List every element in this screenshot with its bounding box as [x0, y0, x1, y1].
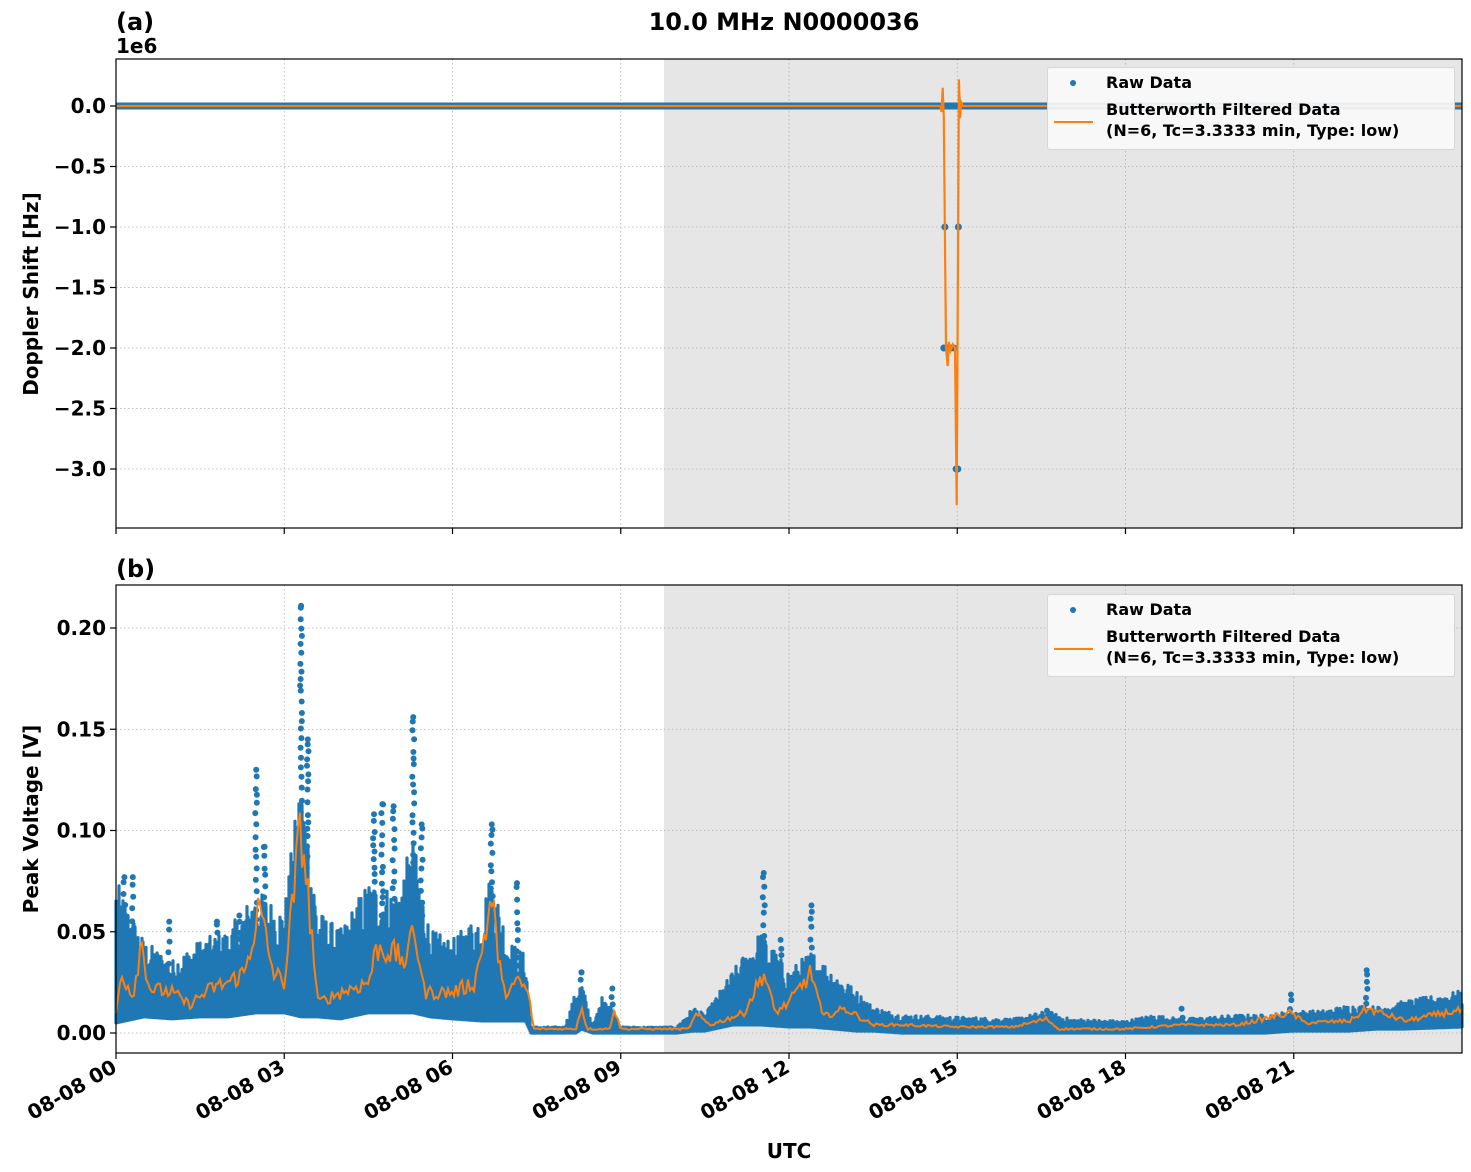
y-tick-label: −0.5 — [54, 155, 106, 179]
legend-filtered-label-line2: (N=6, Tc=3.3333 min, Type: low) — [1106, 121, 1400, 140]
panel-b-y-ticks: 0.00 0.05 0.10 0.15 0.20 — [57, 616, 116, 1045]
panel-b-legend: Raw Data Butterworth Filtered Data (N=6,… — [1047, 594, 1455, 677]
y-tick-label: −2.5 — [54, 397, 106, 421]
y-tick-label: −1.5 — [54, 276, 106, 300]
y-tick-label: 0.10 — [57, 819, 106, 843]
x-tick-label: 08-08 00 — [23, 1055, 121, 1125]
y-tick-label: 0.00 — [57, 1021, 106, 1045]
panel-a-label: (a) — [116, 8, 154, 36]
raw-data-marker-icon — [1070, 607, 1076, 613]
x-tick-label: 08-08 03 — [191, 1055, 289, 1125]
y-tick-label: 0.15 — [57, 717, 106, 741]
x-tick-label: 08-08 21 — [1201, 1055, 1299, 1125]
raw-data-marker-icon — [1070, 80, 1076, 86]
legend-raw-label: Raw Data — [1106, 73, 1192, 92]
y-tick-label: 0.20 — [57, 616, 106, 640]
legend-filtered-label-line1: Butterworth Filtered Data — [1106, 627, 1341, 646]
y-tick-label: 0.05 — [57, 920, 106, 944]
x-tick-label: 08-08 15 — [864, 1055, 962, 1125]
y-tick-label: −3.0 — [54, 457, 106, 481]
filtered-data-line-icon — [1054, 121, 1093, 123]
panel-a-grid — [115, 59, 1462, 528]
panel-b-y-axis-label: Peak Voltage [V] — [19, 725, 43, 914]
figure-title: 10.0 MHz N0000036 — [649, 8, 920, 36]
filtered-data-line-icon — [1054, 648, 1093, 650]
x-tick-label: 08-08 06 — [359, 1055, 457, 1125]
legend-raw-label: Raw Data — [1106, 600, 1192, 619]
x-tick-label: 08-08 09 — [528, 1055, 626, 1125]
x-axis-label: UTC — [767, 1139, 812, 1163]
panel-a: (a) 1e6 0.0 −0.5 −1.0 −1.5 −2.0 −2.5 −3.0 Dopp… — [19, 8, 1463, 534]
panel-b-label: (b) — [116, 555, 155, 583]
panel-a-y-axis-label: Doppler Shift [Hz] — [19, 192, 43, 396]
panel-a-x-ticks — [115, 528, 1295, 534]
panel-a-legend: Raw Data Butterworth Filtered Data (N=6,… — [1047, 67, 1455, 150]
legend-filtered-label-line1: Butterworth Filtered Data — [1106, 100, 1341, 119]
panel-a-y-ticks: 0.0 −0.5 −1.0 −1.5 −2.0 −2.5 −3.0 — [54, 94, 116, 481]
y-tick-label: 0.0 — [71, 94, 106, 118]
panel-b-x-ticks: 08-08 00 08-08 03 08-08 06 08-08 09 08-08 12… — [23, 1053, 1298, 1125]
x-tick-label: 08-08 12 — [696, 1055, 794, 1125]
legend-filtered-label-line2: (N=6, Tc=3.3333 min, Type: low) — [1106, 648, 1400, 667]
y-tick-label: −1.0 — [54, 215, 106, 239]
panel-a-offset-text: 1e6 — [116, 34, 157, 58]
panel-b-plot — [114, 602, 1464, 1035]
x-tick-label: 08-08 18 — [1032, 1055, 1130, 1125]
y-tick-label: −2.0 — [54, 336, 106, 360]
